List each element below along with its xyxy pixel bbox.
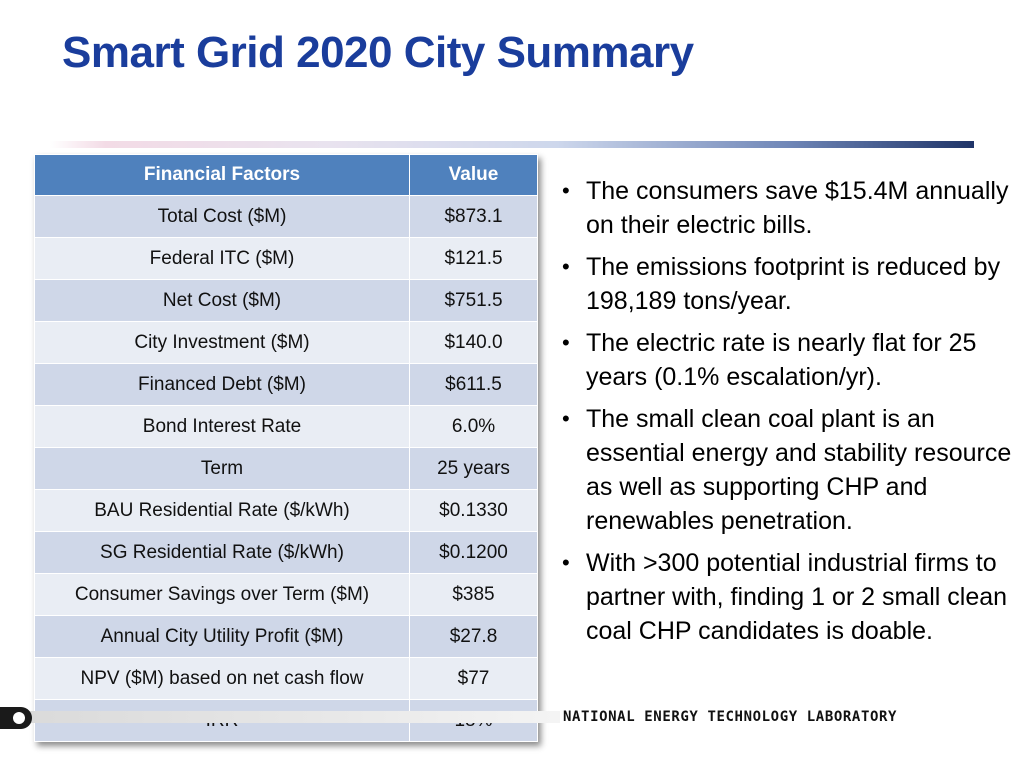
table-row: City Investment ($M) $140.0 xyxy=(34,321,538,364)
financial-factor-cell: Financed Debt ($M) xyxy=(34,363,410,406)
bullet-text: The electric rate is nearly flat for 25 … xyxy=(586,329,977,391)
financial-factor-cell: BAU Residential Rate ($/kWh) xyxy=(34,489,410,532)
value-cell: $0.1200 xyxy=(409,531,538,574)
financial-table-container: Financial Factors Value Total Cost ($M) $… xyxy=(34,154,538,742)
table-row: Federal ITC ($M) $121.5 xyxy=(34,237,538,280)
financial-table: Financial Factors Value Total Cost ($M) $… xyxy=(34,154,538,742)
value-cell: $0.1330 xyxy=(409,489,538,532)
bullet-dot-icon: • xyxy=(562,406,570,431)
table-row: NPV ($M) based on net cash flow $77 xyxy=(34,657,538,700)
slide-title: Smart Grid 2020 City Summary xyxy=(62,28,694,77)
value-cell: $77 xyxy=(409,657,538,700)
bullet-text: The small clean coal plant is an essenti… xyxy=(586,405,1012,535)
value-cell: 6.0% xyxy=(409,405,538,448)
value-cell: $751.5 xyxy=(409,279,538,322)
table-body: Total Cost ($M) $873.1 Federal ITC ($M) $12… xyxy=(34,195,538,742)
bullet-item: • The small clean coal plant is an essent… xyxy=(562,402,1022,538)
bullet-text: The emissions footprint is reduced by 19… xyxy=(586,253,1001,315)
value-cell: $611.5 xyxy=(409,363,538,406)
value-cell: 25 years xyxy=(409,447,538,490)
financial-factor-cell: Term xyxy=(34,447,410,490)
table-row: Consumer Savings over Term ($M) $385 xyxy=(34,573,538,616)
bullet-text: With >300 potential industrial firms to … xyxy=(586,549,1008,645)
table-row: Bond Interest Rate 6.0% xyxy=(34,405,538,448)
title-divider xyxy=(50,141,974,148)
bullet-item: • The consumers save $15.4M annually on t… xyxy=(562,174,1022,242)
financial-factor-cell: City Investment ($M) xyxy=(34,321,410,364)
footer-bar xyxy=(0,711,560,723)
financial-factor-cell: Consumer Savings over Term ($M) xyxy=(34,573,410,616)
financial-factor-cell: Total Cost ($M) xyxy=(34,195,410,238)
value-cell: $27.8 xyxy=(409,615,538,658)
table-row: BAU Residential Rate ($/kWh) $0.1330 xyxy=(34,489,538,532)
table-row: SG Residential Rate ($/kWh) $0.1200 xyxy=(34,531,538,574)
financial-factor-cell: Bond Interest Rate xyxy=(34,405,410,448)
bullet-dot-icon: • xyxy=(562,330,570,355)
table-row: Term 25 years xyxy=(34,447,538,490)
financial-factor-cell: Federal ITC ($M) xyxy=(34,237,410,280)
table-row: Total Cost ($M) $873.1 xyxy=(34,195,538,238)
footer-lab-name: NATIONAL ENERGY TECHNOLOGY LABORATORY xyxy=(563,709,898,725)
bullet-text: The consumers save $15.4M annually on th… xyxy=(586,177,1009,239)
value-cell: $385 xyxy=(409,573,538,616)
netl-logo-icon xyxy=(0,707,32,729)
financial-factor-cell: Net Cost ($M) xyxy=(34,279,410,322)
bullet-dot-icon: • xyxy=(562,254,570,279)
table-header-row: Financial Factors Value xyxy=(34,154,538,196)
table-row: Financed Debt ($M) $611.5 xyxy=(34,363,538,406)
financial-factor-cell: NPV ($M) based on net cash flow xyxy=(34,657,410,700)
financial-factor-cell: Annual City Utility Profit ($M) xyxy=(34,615,410,658)
bullet-item: • The electric rate is nearly flat for 25… xyxy=(562,326,1022,394)
bullet-dot-icon: • xyxy=(562,178,570,203)
value-cell: $121.5 xyxy=(409,237,538,280)
table-row: Annual City Utility Profit ($M) $27.8 xyxy=(34,615,538,658)
financial-factor-cell: SG Residential Rate ($/kWh) xyxy=(34,531,410,574)
table-row: Net Cost ($M) $751.5 xyxy=(34,279,538,322)
summary-bullet-list: • The consumers save $15.4M annually on t… xyxy=(562,174,1022,656)
header-value: Value xyxy=(409,154,538,196)
bullet-item: • With >300 potential industrial firms to… xyxy=(562,546,1022,648)
value-cell: $140.0 xyxy=(409,321,538,364)
bullet-item: • The emissions footprint is reduced by 1… xyxy=(562,250,1022,318)
bullet-dot-icon: • xyxy=(562,550,570,575)
value-cell: $873.1 xyxy=(409,195,538,238)
header-financial-factors: Financial Factors xyxy=(34,154,410,196)
